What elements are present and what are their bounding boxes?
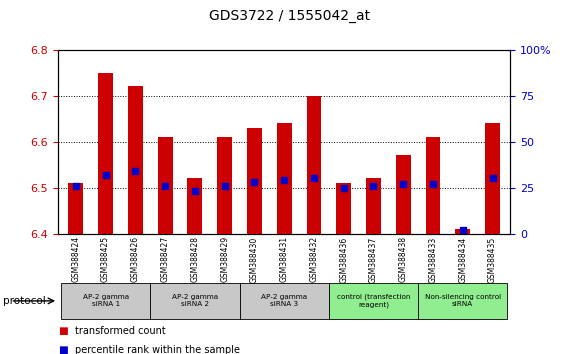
Bar — [336, 183, 351, 234]
Text: GSM388436: GSM388436 — [339, 236, 348, 282]
Bar — [396, 155, 411, 234]
FancyBboxPatch shape — [329, 283, 418, 319]
Text: GSM388431: GSM388431 — [280, 236, 289, 282]
Text: GSM388438: GSM388438 — [399, 236, 408, 282]
Text: GSM388434: GSM388434 — [458, 236, 467, 282]
Point — [250, 179, 259, 185]
FancyBboxPatch shape — [418, 283, 508, 319]
Point — [369, 183, 378, 189]
Text: GSM388428: GSM388428 — [190, 236, 200, 282]
Point — [220, 183, 229, 189]
Text: GSM388432: GSM388432 — [310, 236, 318, 282]
Text: GSM388426: GSM388426 — [131, 236, 140, 282]
Point — [398, 181, 408, 187]
Bar — [277, 123, 292, 234]
FancyBboxPatch shape — [240, 283, 329, 319]
Text: GSM388433: GSM388433 — [429, 236, 437, 282]
Bar — [455, 229, 470, 234]
Text: GSM388425: GSM388425 — [101, 236, 110, 282]
Text: GSM388435: GSM388435 — [488, 236, 497, 282]
Bar — [366, 178, 381, 234]
Bar — [68, 183, 84, 234]
Text: Non-silencing control
siRNA: Non-silencing control siRNA — [425, 295, 501, 307]
Point — [101, 172, 110, 178]
Point — [190, 188, 200, 194]
Text: ■: ■ — [58, 326, 68, 336]
Text: AP-2 gamma
siRNA 1: AP-2 gamma siRNA 1 — [82, 295, 129, 307]
Point — [130, 168, 140, 174]
Text: GSM388429: GSM388429 — [220, 236, 229, 282]
Point — [280, 177, 289, 183]
Bar — [306, 96, 321, 234]
Text: GSM388424: GSM388424 — [71, 236, 81, 282]
Point — [458, 227, 467, 233]
Text: control (transfection
reagent): control (transfection reagent) — [337, 294, 410, 308]
Bar — [485, 123, 500, 234]
Text: GSM388427: GSM388427 — [161, 236, 169, 282]
Point — [488, 176, 497, 181]
Text: GSM388430: GSM388430 — [250, 236, 259, 282]
Text: GSM388437: GSM388437 — [369, 236, 378, 282]
Bar — [98, 73, 113, 234]
Text: ■: ■ — [58, 345, 68, 354]
Bar — [187, 178, 202, 234]
Text: transformed count: transformed count — [75, 326, 166, 336]
Text: AP-2 gamma
siRNA 3: AP-2 gamma siRNA 3 — [261, 295, 307, 307]
Bar — [426, 137, 440, 234]
Text: AP-2 gamma
siRNA 2: AP-2 gamma siRNA 2 — [172, 295, 218, 307]
Point — [429, 181, 438, 187]
FancyBboxPatch shape — [61, 283, 150, 319]
Bar — [128, 86, 143, 234]
Bar — [158, 137, 173, 234]
Text: percentile rank within the sample: percentile rank within the sample — [75, 345, 240, 354]
Bar — [218, 137, 232, 234]
FancyBboxPatch shape — [150, 283, 240, 319]
Point — [71, 183, 81, 189]
Text: GDS3722 / 1555042_at: GDS3722 / 1555042_at — [209, 9, 371, 23]
Bar — [247, 128, 262, 234]
Point — [161, 183, 170, 189]
Point — [309, 176, 318, 181]
Text: protocol: protocol — [3, 296, 46, 306]
Point — [339, 185, 349, 190]
